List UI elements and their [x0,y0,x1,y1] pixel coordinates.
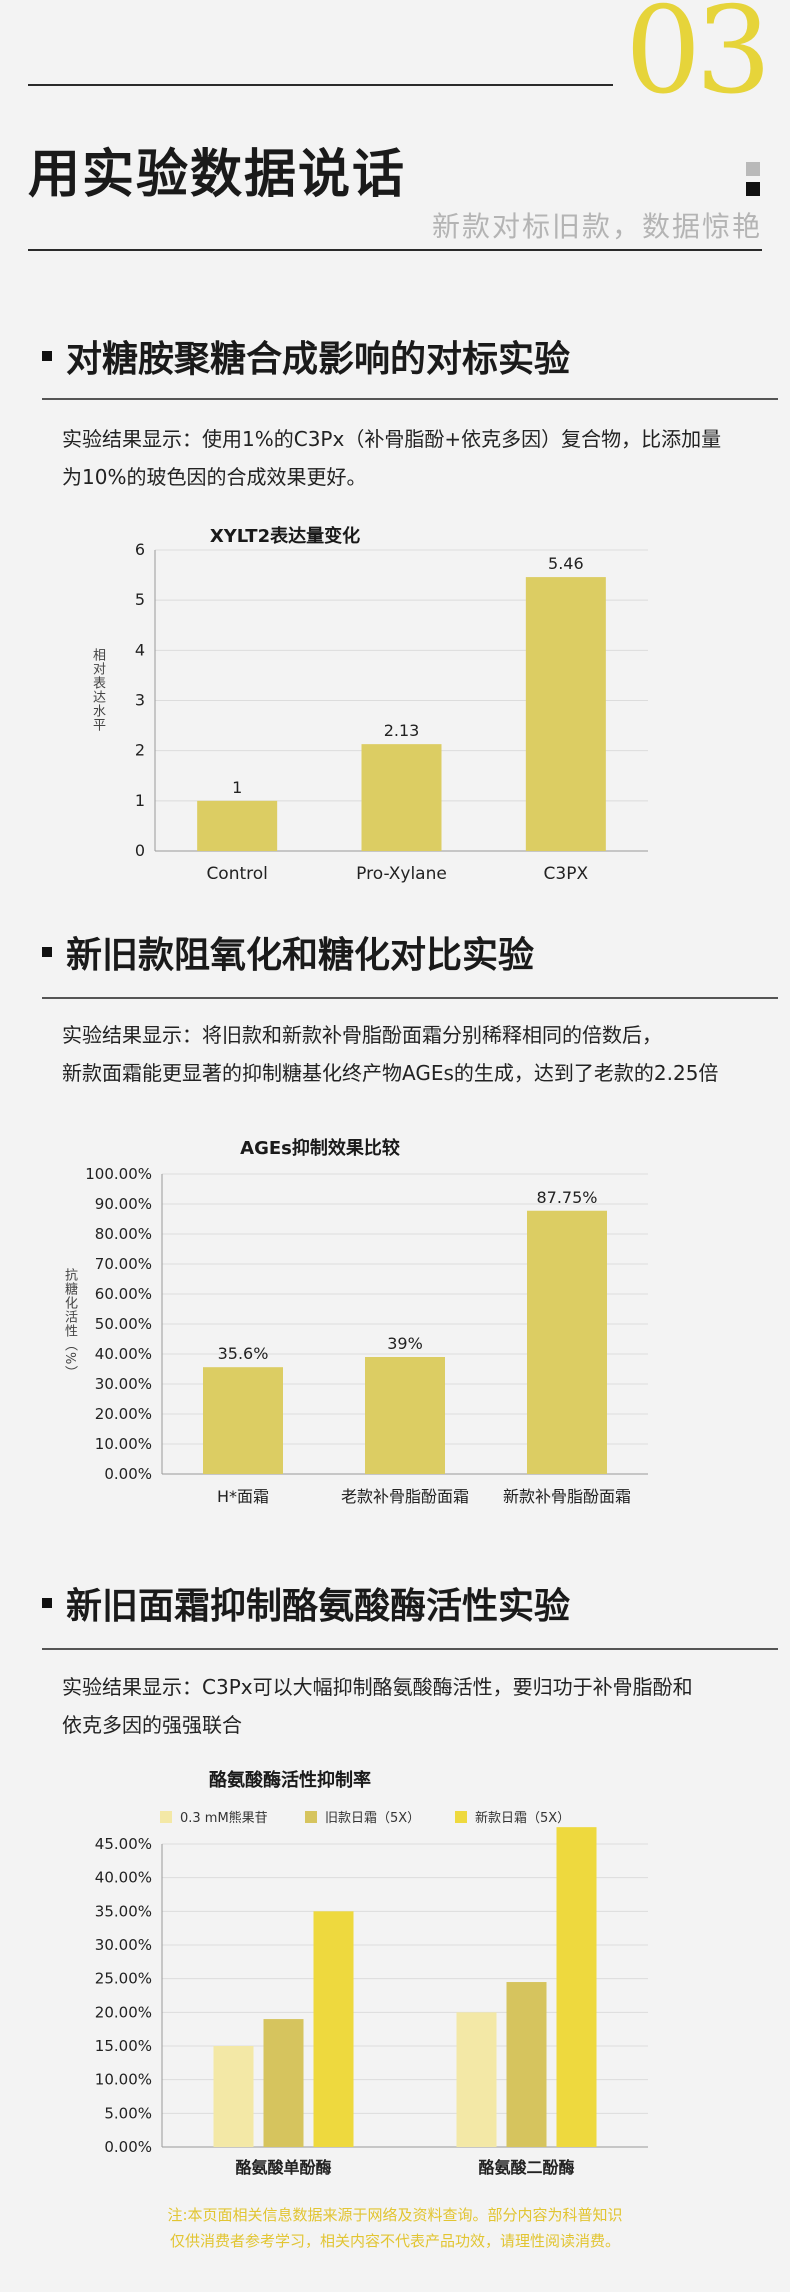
section-bullet [42,947,52,957]
legend-swatch [160,1811,172,1823]
chart-title-3: 酪氨酸酶活性抑制率 [209,1770,371,1791]
bar [263,2019,304,2147]
paragraph-line: 实验结果显示：将旧款和新款补骨脂酚面霜分别稀释相同的倍数后， [62,1023,662,1047]
y-tick-label: 0 [135,841,145,860]
y-tick-label: 10.00% [95,1435,152,1453]
ages-bar-chart: 0.00% 10.00% 20.00% 30.00% 40.00% 50.00% 60.00… [85,1165,648,1506]
x-tick-label: H*面霜 [217,1487,269,1506]
data-label: 35.6% [218,1344,269,1363]
bar [361,744,442,851]
y-tick-label: 5.00% [104,2104,152,2122]
section-bullet [42,351,52,361]
bar [365,1357,445,1474]
paragraph-line: 依克多因的强强联合 [62,1713,242,1737]
bar [556,1827,597,2147]
x-tick-label: 新款补骨脂酚面霜 [503,1487,631,1506]
y-tick-label: 20.00% [95,1405,152,1423]
section-number: 03 [625,0,772,121]
paragraph-line: 实验结果显示：使用1%的C3Px（补骨脂酚+依克多因）复合物，比添加量 [62,427,722,451]
legend-swatch [305,1811,317,1823]
x-tick-label: 老款补骨脂酚面霜 [341,1487,469,1506]
y-tick-label: 2 [135,741,145,760]
footer-note: 注:本页面相关信息数据来源于网络及资料查询。部分内容为科普知识 仅供消费者参考学… [0,2202,790,2254]
chart-ylabel-2: 抗糖化活性（%） [62,1268,77,1380]
section-title-text: 对糖胺聚糖合成影响的对标实验 [66,339,571,380]
decor-square-grey [746,162,760,176]
footer-line: 注:本页面相关信息数据来源于网络及资料查询。部分内容为科普知识 [167,2206,623,2224]
section-rule-3 [42,1648,778,1650]
y-tick-label: 10.00% [95,2071,152,2089]
bar [313,1911,354,2147]
section-title-3: 新旧面霜抑制酪氨酸酶活性实验 [42,1577,570,1629]
section-rule-1 [42,398,778,400]
xylt2-bar-chart: 0 1 2 3 4 5 6 1 Control 2.13 Pro-Xylane 5.46 C3PX [135,540,648,884]
y-tick-label: 15.00% [95,2037,152,2055]
y-tick-label: 40.00% [95,1345,152,1363]
section-paragraph-1: 实验结果显示：使用1%的C3Px（补骨脂酚+依克多因）复合物，比添加量 为10%… [62,420,782,496]
tyrosinase-grouped-bar-chart: 0.00% 5.00% 10.00% 15.00% 20.00% 25.00% 30.00%… [95,1810,648,2177]
x-tick-label: 酪氨酸单酚酶 [235,2158,331,2177]
decor-square-black [746,182,760,196]
chart-title-1: XYLT2表达量变化 [209,526,361,547]
y-tick-label: 35.00% [95,1902,152,1920]
section-title-text: 新旧款阻氧化和糖化对比实验 [66,935,535,976]
x-tick-label: 酪氨酸二酚酶 [478,2158,574,2177]
bar [197,800,278,851]
page-subtitle: 新款对标旧款，数据惊艳 [431,210,762,243]
y-tick-label: 50.00% [95,1315,152,1333]
data-label: 87.75% [536,1188,597,1207]
bar [213,2046,254,2147]
y-tick-label: 3 [135,691,145,710]
x-tick-label: Pro-Xylane [356,864,447,884]
y-tick-label: 6 [135,540,145,559]
y-tick-label: 20.00% [95,2003,152,2021]
section-paragraph-2: 实验结果显示：将旧款和新款补骨脂酚面霜分别稀释相同的倍数后， 新款面霜能更显著的… [62,1016,782,1092]
y-tick-label: 30.00% [95,1936,152,1954]
bar [506,1982,547,2147]
section-bullet [42,1598,52,1608]
bar [525,577,606,851]
paragraph-line: 新款面霜能更显著的抑制糖基化终产物AGEs的生成，达到了老款的2.25倍 [62,1061,719,1085]
data-label: 2.13 [384,721,420,740]
y-tick-label: 100.00% [85,1165,152,1183]
section-title-1: 对糖胺聚糖合成影响的对标实验 [42,330,570,382]
y-tick-label: 4 [135,640,145,659]
y-tick-label: 0.00% [104,1465,152,1483]
data-label: 39% [387,1334,423,1353]
chart-title-2: AGEs抑制效果比较 [240,1138,400,1159]
x-tick-label: Control [206,864,267,884]
legend-label: 新款日霜（5X） [475,1810,570,1826]
chart-ylabel-1: 相对表达水平 [90,648,105,732]
y-tick-label: 40.00% [95,1869,152,1887]
section-title-2: 新旧款阻氧化和糖化对比实验 [42,926,534,978]
bar [527,1210,607,1474]
y-tick-label: 70.00% [95,1255,152,1273]
paragraph-line: 为10%的玻色因的合成效果更好。 [62,465,367,489]
y-tick-label: 5 [135,590,145,609]
y-tick-label: 80.00% [95,1225,152,1243]
y-tick-label: 90.00% [95,1195,152,1213]
page-title: 用实验数据说话 [28,145,407,205]
y-tick-label: 1 [135,791,145,810]
y-tick-label: 60.00% [95,1285,152,1303]
y-tick-label: 45.00% [95,1835,152,1853]
section-title-text: 新旧面霜抑制酪氨酸酶活性实验 [66,1586,571,1627]
data-label: 5.46 [548,554,584,573]
y-tick-label: 25.00% [95,1970,152,1988]
data-label: 1 [232,778,242,797]
paragraph-line: 实验结果显示：C3Px可以大幅抑制酪氨酸酶活性，要归功于补骨脂酚和 [62,1675,693,1699]
section-rule-2 [42,997,778,999]
footer-line: 仅供消费者参考学习，相关内容不代表产品功效，请理性阅读消费。 [169,2232,620,2250]
y-tick-label: 30.00% [95,1375,152,1393]
legend-label: 0.3 mM熊果苷 [180,1810,268,1826]
bar [456,2012,497,2147]
header-top-rule [28,84,613,86]
section-paragraph-3: 实验结果显示：C3Px可以大幅抑制酪氨酸酶活性，要归功于补骨脂酚和 依克多因的强… [62,1668,782,1744]
x-tick-label: C3PX [544,864,589,884]
legend-swatch [455,1811,467,1823]
bar [203,1367,283,1474]
legend-label: 旧款日霜（5X） [325,1811,420,1826]
header-bottom-rule [28,249,762,251]
y-tick-label: 0.00% [104,2138,152,2156]
